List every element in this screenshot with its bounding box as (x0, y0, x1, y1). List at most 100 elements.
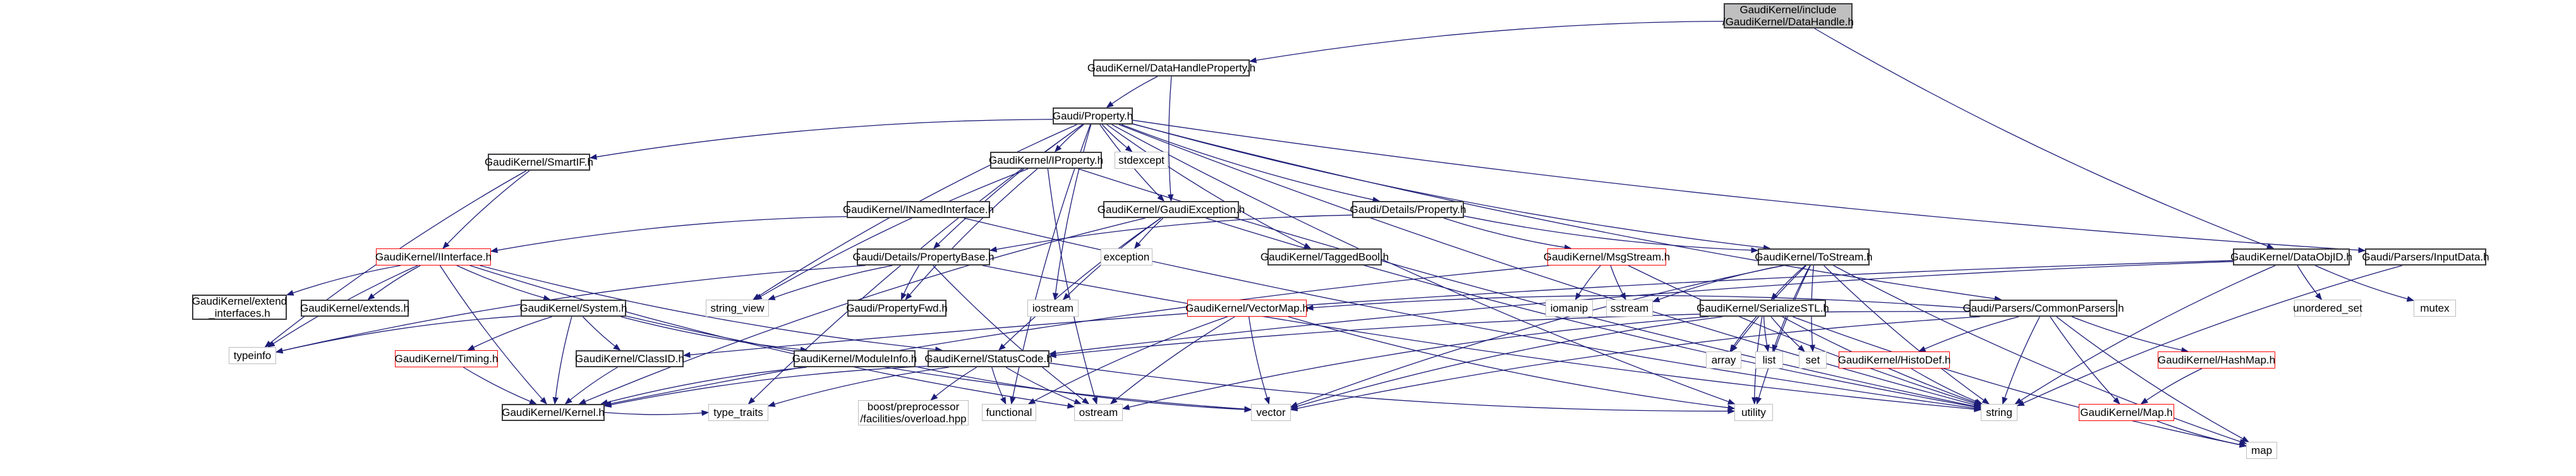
graph-edge-msgstream-sstream (1610, 265, 1626, 301)
graph-edge-timing-kernel (463, 367, 537, 405)
graph-node-set: set (1799, 351, 1827, 369)
graph-edge-datahandle-datahandleproperty (1249, 20, 1724, 63)
graph-node-propertybase[interactable]: Gaudi/Details/PropertyBase.h (853, 248, 994, 265)
graph-edge-serializestl-list (1763, 316, 1770, 353)
graph-edge-msgstream-string (1628, 265, 1982, 406)
graph-node-list: list (1755, 351, 1783, 369)
graph-node-commonparsers[interactable]: Gaudi/Parsers/CommonParsers.h (1962, 300, 2124, 317)
graph-edge-tostream-serializestl (1770, 265, 1806, 300)
graph-node-msgstream[interactable]: GaudiKernel/MsgStream.h (1544, 248, 1670, 265)
graph-node-taggedbool[interactable]: GaudiKernel/TaggedBool.h (1261, 248, 1389, 265)
graph-node-moduleinfo[interactable]: GaudiKernel/ModuleInfo.h (792, 350, 917, 367)
graph-node-propertyfwd[interactable]: Gaudi/PropertyFwd.h (846, 300, 948, 317)
graph-node-kernel[interactable]: GaudiKernel/Kernel.h (502, 404, 605, 421)
graph-node-system[interactable]: GaudiKernel/System.h (519, 300, 627, 317)
graph-node-mutex: mutex (2414, 300, 2456, 317)
graph-edge-moduleinfo-kernel (600, 367, 807, 405)
graph-node-hashmap[interactable]: GaudiKernel/HashMap.h (2158, 351, 2275, 369)
graph-edge-serializestl-map (1793, 316, 2247, 448)
graph-edge-iinterface-extendinterfaces (286, 265, 401, 296)
graph-node-inamedinterface[interactable]: GaudiKernel/INamedInterface.h (843, 201, 994, 218)
graph-edge-commonparsers-string (2002, 316, 2040, 405)
graph-edge-msgstream-kernel (603, 265, 1549, 407)
graph-node-tostream[interactable]: GaudiKernel/ToStream.h (1755, 248, 1873, 265)
graph-node-gaudiexception[interactable]: GaudiKernel/GaudiException.h (1098, 201, 1245, 218)
graph-edge-iproperty-propertyfwd (905, 168, 1038, 300)
graph-edge-gaudiexception-exception (1134, 217, 1164, 249)
graph-edge-iinterface-system (456, 265, 551, 301)
graph-node-ostream: ostream (1074, 404, 1123, 421)
graph-edge-detailsproperty-msgstream (1443, 217, 1572, 251)
graph-edge-system-moduleinfo (620, 316, 808, 353)
graph-edge-datahandleproperty-gaudiexception (1168, 76, 1174, 202)
graph-edge-property-inputdata (1132, 119, 2366, 253)
graph-edge-property-commonparsers (1132, 123, 2002, 302)
graph-edge-property-smartif (589, 119, 1053, 160)
graph-edge-system-kernel (552, 316, 572, 405)
graph-edge-commonparsers-statuscode (1048, 311, 1970, 358)
graph-node-serializestl[interactable]: GaudiKernel/SerializeSTL.h (1696, 300, 1829, 317)
graph-node-histodef[interactable]: GaudiKernel/HistoDef.h (1838, 351, 1950, 369)
graph-node-unorderedset: unordered_set (2293, 300, 2362, 317)
graph-edge-tostream-utility (1756, 265, 1811, 405)
graph-edge-vectormap-utility (1288, 316, 1736, 411)
graph-node-stringview: string_view (706, 300, 769, 317)
graph-node-stdexcept: stdexcept (1115, 152, 1168, 169)
graph-node-timing[interactable]: GaudiKernel/Timing.h (395, 350, 498, 367)
graph-edge-statuscode-boostoverload (930, 367, 977, 401)
graph-edge-statuscode-ostream (1005, 367, 1082, 405)
graph-edge-commonparsers-map_h (2050, 316, 2120, 405)
graph-edge-tostream-vector (1290, 265, 1784, 408)
graph-edge-iinterface-extends (367, 265, 421, 300)
graph-edge-map_h-map (2156, 420, 2247, 448)
graph-edge-dataobjid-string (2014, 265, 2276, 405)
graph-node-iomanip: iomanip (1545, 300, 1593, 317)
graph-edge-gaudiexception-statuscode (998, 217, 1161, 351)
graph-node-vectormap[interactable]: GaudiKernel/VectorMap.h (1185, 300, 1309, 317)
graph-node-vector: vector (1251, 404, 1291, 421)
graph-edge-datahandle-dataobjid (1814, 28, 2275, 249)
graph-node-statuscode[interactable]: GaudiKernel/StatusCode.h (924, 350, 1053, 367)
graph-node-dataobjid[interactable]: GaudiKernel/DataObjID.h (2230, 248, 2352, 265)
graph-node-datahandleproperty[interactable]: GaudiKernel/DataHandleProperty.h (1087, 59, 1255, 76)
graph-edge-commonparsers-histodef (1918, 316, 2019, 352)
graph-edge-inamedinterface-iinterface (490, 216, 847, 253)
graph-node-smartif[interactable]: GaudiKernel/SmartIF.h (485, 154, 593, 171)
graph-node-inputdata[interactable]: Gaudi/Parsers/InputData.h (2362, 248, 2489, 265)
graph-node-exception: exception (1101, 248, 1152, 265)
graph-edge-dataobjid-mutex (2315, 265, 2415, 302)
graph-edge-kernel-typetraits (604, 410, 710, 417)
graph-node-datahandle: GaudiKernel/include /GaudiKernel/DataHan… (1722, 3, 1854, 28)
graph-node-boostoverload: boost/preprocessor /facilities/overload.… (858, 400, 969, 425)
graph-edge-tostream-string (1823, 265, 1990, 405)
graph-edge-inputdata-string (2016, 265, 2403, 406)
graph-node-detailsproperty[interactable]: Gaudi/Details/Property.h (1350, 201, 1466, 218)
graph-node-classid[interactable]: GaudiKernel/ClassID.h (575, 350, 684, 367)
graph-edge-property-iproperty (1055, 124, 1084, 152)
graph-edge-property-stdexcept (1101, 124, 1133, 152)
graph-node-iproperty[interactable]: GaudiKernel/IProperty.h (989, 152, 1103, 169)
graph-edge-detailsproperty-propertybase (989, 214, 1353, 252)
graph-edge-system-typeinfo (275, 315, 521, 354)
graph-edge-vectormap-ostream (1110, 316, 1235, 405)
graph-node-extends[interactable]: GaudiKernel/extends.h (300, 300, 409, 317)
graph-edge-detailsproperty-tostream (1463, 216, 1759, 253)
graph-node-property[interactable]: Gaudi/Property.h (1053, 107, 1133, 125)
graph-node-utility: utility (1734, 404, 1773, 421)
graph-edge-datahandleproperty-property (1106, 76, 1158, 108)
graph-edge-tostream-sstream (1652, 265, 1784, 302)
graph-edge-smartif-iinterface (442, 170, 530, 249)
graph-edge-statuscode-utility (1049, 362, 1736, 415)
graph-node-iinterface[interactable]: GaudiKernel/IInterface.h (375, 248, 492, 265)
graph-edge-propertybase-string (982, 265, 1982, 412)
graph-node-array: array (1706, 351, 1741, 369)
graph-node-string: string (1981, 404, 2017, 421)
graph-edge-statuscode-functional (991, 367, 1007, 405)
graph-node-map_h[interactable]: GaudiKernel/Map.h (2079, 404, 2174, 421)
graph-edge-propertybase-ostream (933, 265, 1090, 405)
graph-edge-propertybase-propertyfwd (900, 265, 920, 301)
graph-edge-serializestl-vector (1290, 316, 1723, 410)
graph-node-extendinterfaces[interactable]: GaudiKernel/extend _interfaces.h (191, 295, 287, 320)
graph-edge-vectormap-functional (1027, 316, 1228, 405)
graph-edge-property-propertybase (933, 124, 1083, 249)
